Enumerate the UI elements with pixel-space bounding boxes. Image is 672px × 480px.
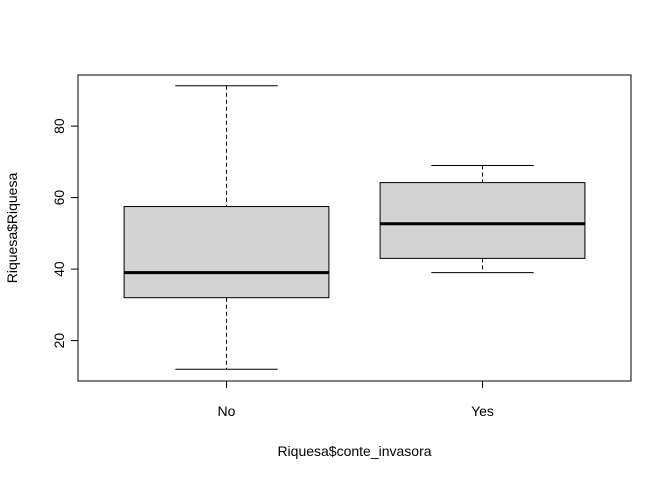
- y-tick-label: 80: [51, 118, 67, 134]
- y-axis-title: Riquesa$Riquesa: [4, 173, 20, 284]
- iqr-box: [379, 182, 586, 259]
- y-tick-label: 60: [51, 190, 67, 206]
- box-group-yes: [379, 164, 586, 274]
- x-axis: No Yes: [218, 380, 494, 419]
- x-axis-title: Riquesa$conte_invasora: [277, 443, 431, 459]
- box-group-no: [123, 85, 330, 370]
- x-tick-label: Yes: [471, 403, 494, 419]
- boxes-layer: [123, 85, 586, 370]
- iqr-box: [123, 206, 330, 299]
- y-axis: 20 40 60 80: [51, 118, 79, 349]
- x-tick-label: No: [218, 403, 236, 419]
- y-tick-label: 20: [51, 333, 67, 349]
- y-tick-label: 40: [51, 261, 67, 277]
